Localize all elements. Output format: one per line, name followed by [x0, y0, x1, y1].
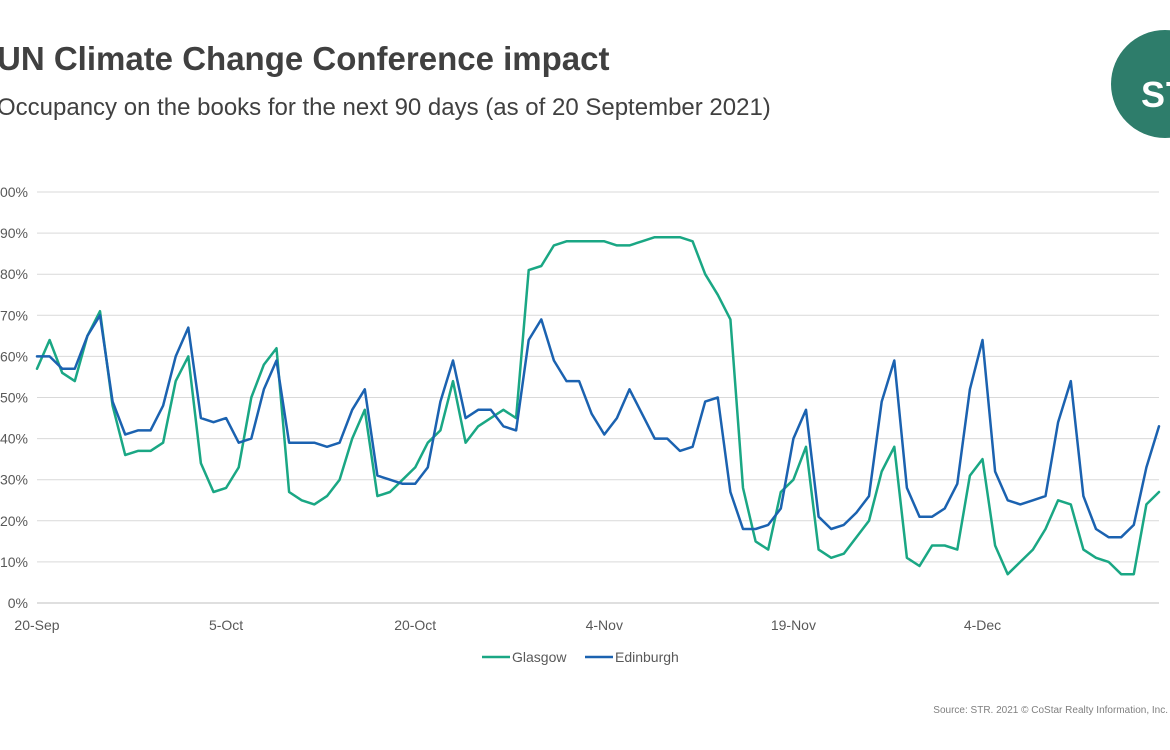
x-tick-label: 19-Nov: [771, 617, 816, 633]
series-line-glasgow: [35, 235, 1161, 576]
chart-legend: Glasgow Edinburgh: [482, 649, 679, 665]
y-tick-label: 0%: [8, 595, 28, 611]
legend-label-glasgow: Glasgow: [512, 649, 567, 665]
x-tick-label: 20-Oct: [394, 617, 436, 633]
x-axis-ticks: 20-Sep 5-Oct 20-Oct 4-Nov 19-Nov 4-Dec: [14, 617, 1001, 633]
x-tick-label: 5-Oct: [209, 617, 243, 633]
y-axis-ticks: 0% 10% 20% 30% 40% 50% 60% 70% 80% 90% 100%: [0, 184, 28, 611]
gridlines: [37, 191, 1159, 604]
y-tick-label: 70%: [0, 307, 28, 323]
y-tick-label: 100%: [0, 184, 28, 200]
source-note: Source: STR. 2021 © CoStar Realty Inform…: [933, 705, 1168, 716]
y-tick-label: 60%: [0, 348, 28, 364]
legend-label-edinburgh: Edinburgh: [615, 649, 679, 665]
logo-text: ST: [1141, 74, 1170, 115]
y-tick-label: 30%: [0, 472, 28, 488]
y-tick-label: 80%: [0, 266, 28, 282]
series-lines: [35, 235, 1161, 576]
x-tick-label: 4-Dec: [964, 617, 1001, 633]
y-tick-label: 10%: [0, 554, 28, 570]
y-tick-label: 90%: [0, 225, 28, 241]
x-tick-label: 4-Nov: [586, 617, 623, 633]
series-line-edinburgh: [35, 314, 1161, 539]
x-tick-label: 20-Sep: [14, 617, 59, 633]
chart-title: UN Climate Change Conference impact: [0, 40, 610, 77]
y-tick-label: 50%: [0, 390, 28, 406]
y-tick-label: 40%: [0, 431, 28, 447]
y-tick-label: 20%: [0, 513, 28, 529]
chart-subtitle: Occupancy on the books for the next 90 d…: [0, 94, 771, 121]
